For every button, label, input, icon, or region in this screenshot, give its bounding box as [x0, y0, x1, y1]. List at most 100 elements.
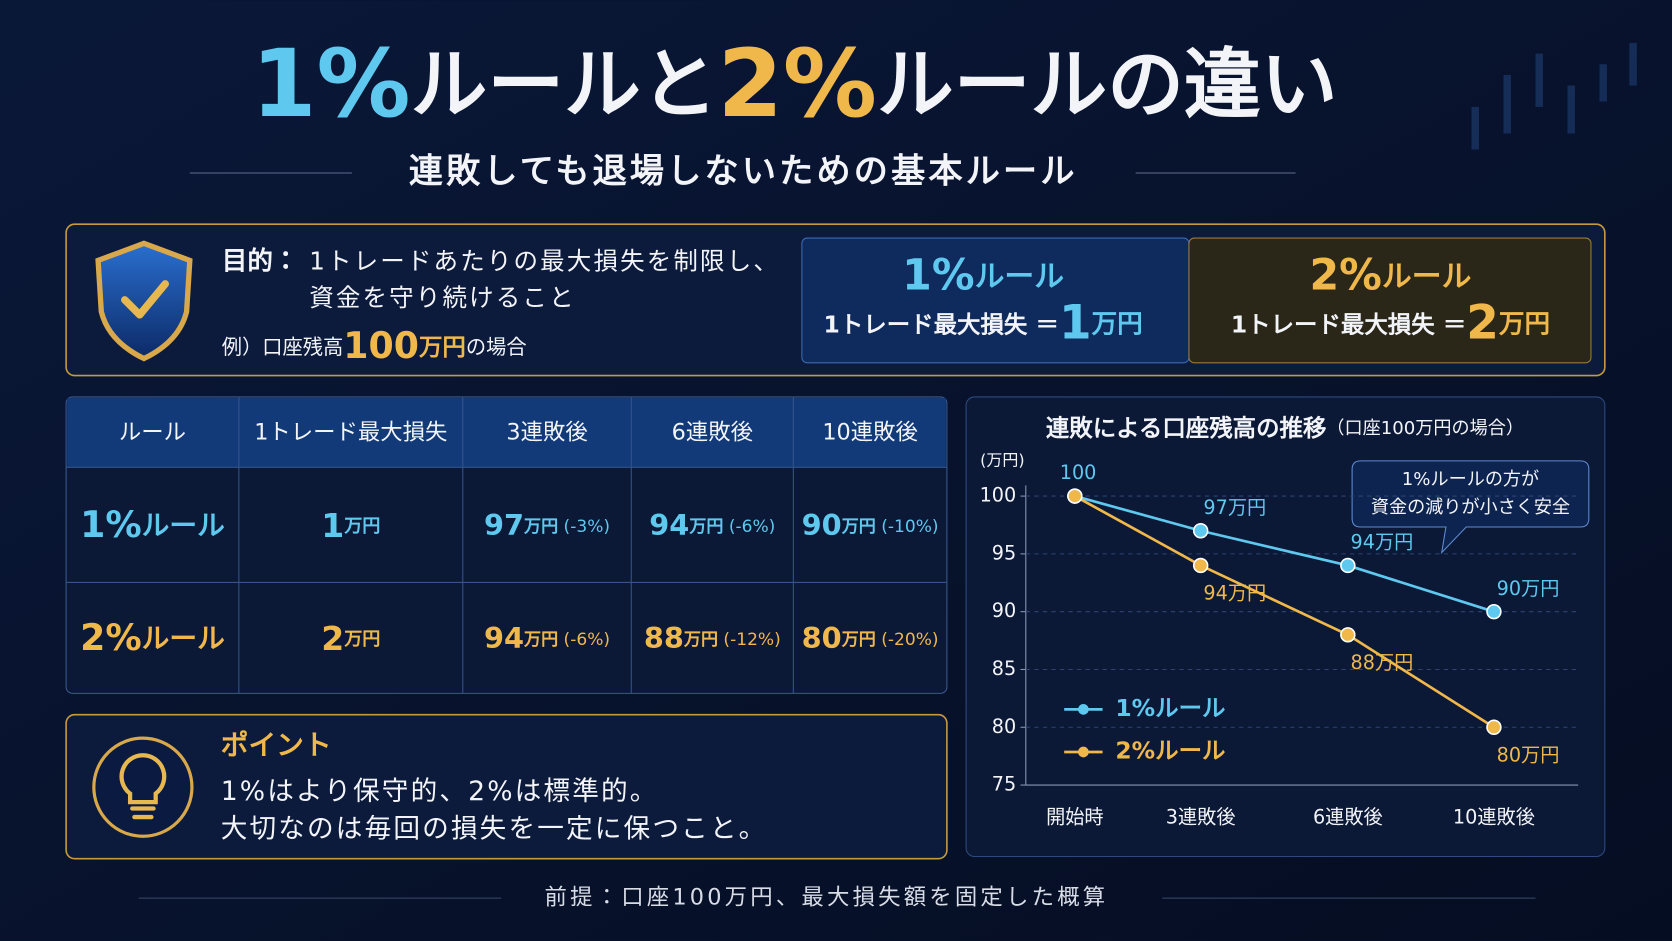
data-point — [1192, 523, 1209, 539]
table-cell-part: (-3%) — [558, 517, 610, 537]
data-label: 88万円 — [1351, 651, 1414, 674]
title-part: 2% — [718, 30, 877, 139]
table-cell: 1%ルール — [80, 503, 225, 546]
decor — [1535, 53, 1543, 107]
purpose-label: 目的： — [222, 246, 299, 277]
decor-candles — [1471, 42, 1637, 150]
table-cell-part: (-6%) — [723, 517, 775, 537]
table-cell-part: 万円 — [683, 630, 718, 650]
table-cell: 2万円 — [321, 619, 380, 658]
rule-card-name-part: 2% — [1310, 250, 1382, 300]
table-cell-part: 万円 — [523, 630, 558, 650]
annotation: 資金の減りが小さく安全 — [1371, 497, 1570, 518]
decor — [1629, 42, 1637, 86]
table-header: 6連敗後 — [672, 420, 753, 446]
footnote: 前提：口座100万円、最大損失額を固定した概算 — [545, 885, 1109, 911]
table-cell-part: ルール — [142, 509, 225, 542]
check-icon — [121, 280, 170, 319]
table-cell-part: ルール — [142, 622, 225, 655]
table-cell-part: (-10%) — [876, 517, 939, 537]
table-cell-part: 万円 — [688, 517, 723, 537]
chart-title: 連敗による口座残高の推移（口座100万円の場合） — [1046, 413, 1524, 441]
table-cell: 94万円 (-6%) — [484, 621, 610, 655]
table-frame — [65, 396, 948, 694]
data-label: 80万円 — [1497, 744, 1560, 767]
purpose-example: 例）口座残高100万円の場合 — [222, 324, 527, 367]
bulb-icon — [119, 753, 167, 820]
decor — [1503, 74, 1511, 134]
data-label: 97万円 — [1203, 496, 1266, 519]
table-cell-part: 94 — [484, 621, 524, 655]
decor — [1567, 85, 1575, 134]
point-line: 大切なのは毎回の損失を一定に保つこと。 — [221, 813, 768, 844]
bulb-ring — [92, 736, 194, 838]
table-cell: 88万円 (-12%) — [644, 621, 781, 655]
table-cell-part: (-12%) — [718, 630, 781, 650]
x-tick-label: 10連敗後 — [1453, 806, 1535, 829]
table-cell-part: 万円 — [841, 517, 876, 537]
rule-card-loss-part: 1トレード最大損失 ＝ — [824, 310, 1059, 338]
table-header: 10連敗後 — [822, 420, 918, 446]
table-cell-part: 90 — [802, 508, 842, 542]
y-unit: (万円) — [980, 450, 1024, 469]
rule-card — [801, 237, 1190, 364]
table-cell: 2%ルール — [80, 616, 225, 659]
rule-card-loss-part: 2 — [1466, 295, 1499, 350]
x-tick-label: 開始時 — [1046, 806, 1104, 829]
purpose-example-part: 例）口座残高 — [222, 334, 344, 358]
table-cell-part: 万円 — [343, 629, 380, 650]
table-cell-part: 1% — [80, 503, 142, 546]
table-cell-part: 万円 — [523, 517, 558, 537]
table-cell-part: 1 — [321, 506, 344, 545]
chart-title-part: （口座100万円の場合） — [1326, 418, 1524, 439]
x-tick-label: 6連敗後 — [1313, 806, 1383, 829]
data-point — [1486, 603, 1502, 620]
data-label: 90万円 — [1497, 577, 1560, 600]
chart-title-part: 連敗による口座残高の推移 — [1046, 413, 1327, 441]
table-cell: 1万円 — [321, 506, 380, 545]
data-label: 94万円 — [1203, 582, 1266, 605]
purpose-example-part: の場合 — [466, 334, 527, 358]
table-cell: 94万円 (-6%) — [649, 508, 775, 542]
table-header: 1トレード最大損失 — [254, 420, 447, 446]
purpose-example-part: 100 — [343, 324, 419, 367]
table-cell-part: 万円 — [841, 630, 876, 650]
point-box — [65, 713, 948, 860]
rule-card-loss-part: 万円 — [1092, 309, 1143, 339]
rule-card-loss: 1トレード最大損失 ＝2万円 — [1231, 295, 1550, 350]
rule-card-name-part: ルール — [975, 259, 1065, 294]
point-line: 1%はより保守的、2%は標準的。 — [221, 776, 659, 807]
rule-card-name: 2%ルール — [1310, 250, 1472, 300]
table-cell-part: 80 — [802, 621, 842, 655]
table-grid — [66, 396, 947, 694]
subtitle: 連敗しても退場しないための基本ルール — [409, 151, 1078, 191]
rule-card-name: 1%ルール — [902, 250, 1064, 300]
table-cell-part: 94 — [649, 508, 689, 542]
data-point — [1067, 488, 1083, 504]
data-point — [1486, 719, 1502, 736]
y-tick-label: 100 — [980, 484, 1017, 507]
shield-icon — [95, 240, 193, 362]
y-tick-label: 75 — [992, 773, 1016, 796]
table-cell: 97万円 (-3%) — [484, 508, 610, 542]
title-part: ルールの違い — [877, 41, 1338, 130]
data-point — [1340, 557, 1356, 574]
table-header-bg — [67, 397, 946, 468]
rule-card-name-part: ルール — [1382, 259, 1472, 294]
rule-card-loss-part: 1トレード最大損失 ＝ — [1231, 310, 1466, 338]
table-cell: 90万円 (-10%) — [802, 508, 939, 542]
rule-card-name-part: 1% — [902, 250, 974, 300]
table-cell-part: 88 — [644, 621, 684, 655]
purpose-line: 資金を守り続けること — [309, 283, 575, 312]
point-title: ポイント — [221, 729, 332, 762]
purpose-example-part: 万円 — [419, 332, 466, 360]
data-label: 94万円 — [1351, 531, 1414, 554]
title: 1%ルールと2%ルールの違い — [251, 30, 1337, 139]
series-line — [1074, 494, 1495, 613]
callout-box — [1351, 460, 1590, 555]
legend-marker — [1078, 746, 1089, 758]
rule-card-loss-part: 1 — [1059, 295, 1092, 350]
decor — [1471, 106, 1479, 150]
table-cell: 80万円 (-20%) — [802, 621, 939, 655]
